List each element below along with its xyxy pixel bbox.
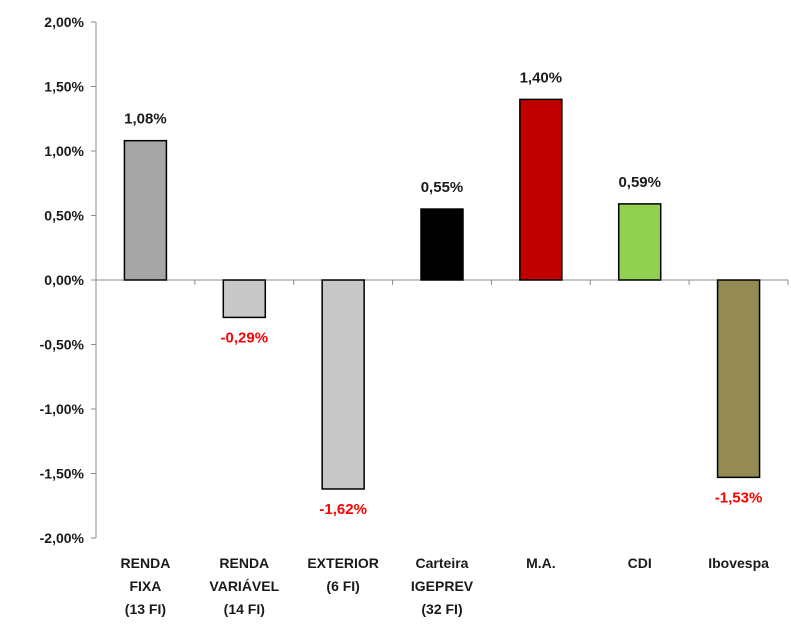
data-label: -1,62% bbox=[319, 501, 367, 518]
x-tick-label: (14 FI) bbox=[224, 601, 265, 617]
y-tick-label: 1,50% bbox=[44, 79, 84, 95]
bar bbox=[519, 98, 563, 281]
x-tick-label: EXTERIOR bbox=[307, 555, 379, 571]
bar bbox=[617, 203, 662, 281]
label-layer: 1,08% RENDA FIXA (13 FI) -0,29% RENDA VARIÁVEL… bbox=[121, 69, 770, 617]
x-tick-label: Carteira bbox=[416, 555, 469, 571]
data-label: -0,29% bbox=[221, 329, 269, 346]
x-tick-label: RENDA bbox=[121, 555, 171, 571]
bar bbox=[420, 208, 464, 281]
x-tick-label: CDI bbox=[628, 555, 652, 571]
y-tick-label: 0,50% bbox=[44, 208, 84, 224]
y-tick-label: -2,00% bbox=[40, 530, 85, 546]
x-tick-label: FIXA bbox=[129, 578, 161, 594]
x-tick-label: Ibovespa bbox=[708, 555, 769, 571]
x-tick-label: (32 FI) bbox=[421, 601, 462, 617]
x-tick-label: (13 FI) bbox=[125, 601, 166, 617]
y-tick-label: 0,00% bbox=[44, 272, 84, 288]
x-tick-label: VARIÁVEL bbox=[209, 578, 279, 594]
y-tick-label: 2,00% bbox=[44, 14, 84, 30]
axis-layer: 2,00% 1,50% 1,00% 0,50% 0,00% -0,50% -1,00% -1,… bbox=[40, 14, 789, 546]
data-label: 1,08% bbox=[124, 111, 167, 128]
bar-layer bbox=[123, 98, 761, 490]
x-tick-label: IGEPREV bbox=[411, 578, 474, 594]
bar bbox=[123, 139, 168, 281]
x-tick-label: (6 FI) bbox=[326, 578, 359, 594]
x-tick-label: M.A. bbox=[526, 555, 556, 571]
bar bbox=[222, 279, 267, 319]
data-label: 0,59% bbox=[618, 174, 661, 191]
bar bbox=[716, 279, 761, 479]
data-label: -1,53% bbox=[715, 489, 763, 506]
bar bbox=[321, 279, 365, 490]
y-tick-label: 1,00% bbox=[44, 143, 84, 159]
data-label: 1,40% bbox=[520, 69, 563, 86]
data-label: 0,55% bbox=[421, 179, 464, 196]
y-tick-label: -0,50% bbox=[40, 337, 85, 353]
y-tick-label: -1,50% bbox=[40, 466, 85, 482]
y-tick-label: -1,00% bbox=[40, 401, 85, 417]
x-tick-label: RENDA bbox=[219, 555, 269, 571]
